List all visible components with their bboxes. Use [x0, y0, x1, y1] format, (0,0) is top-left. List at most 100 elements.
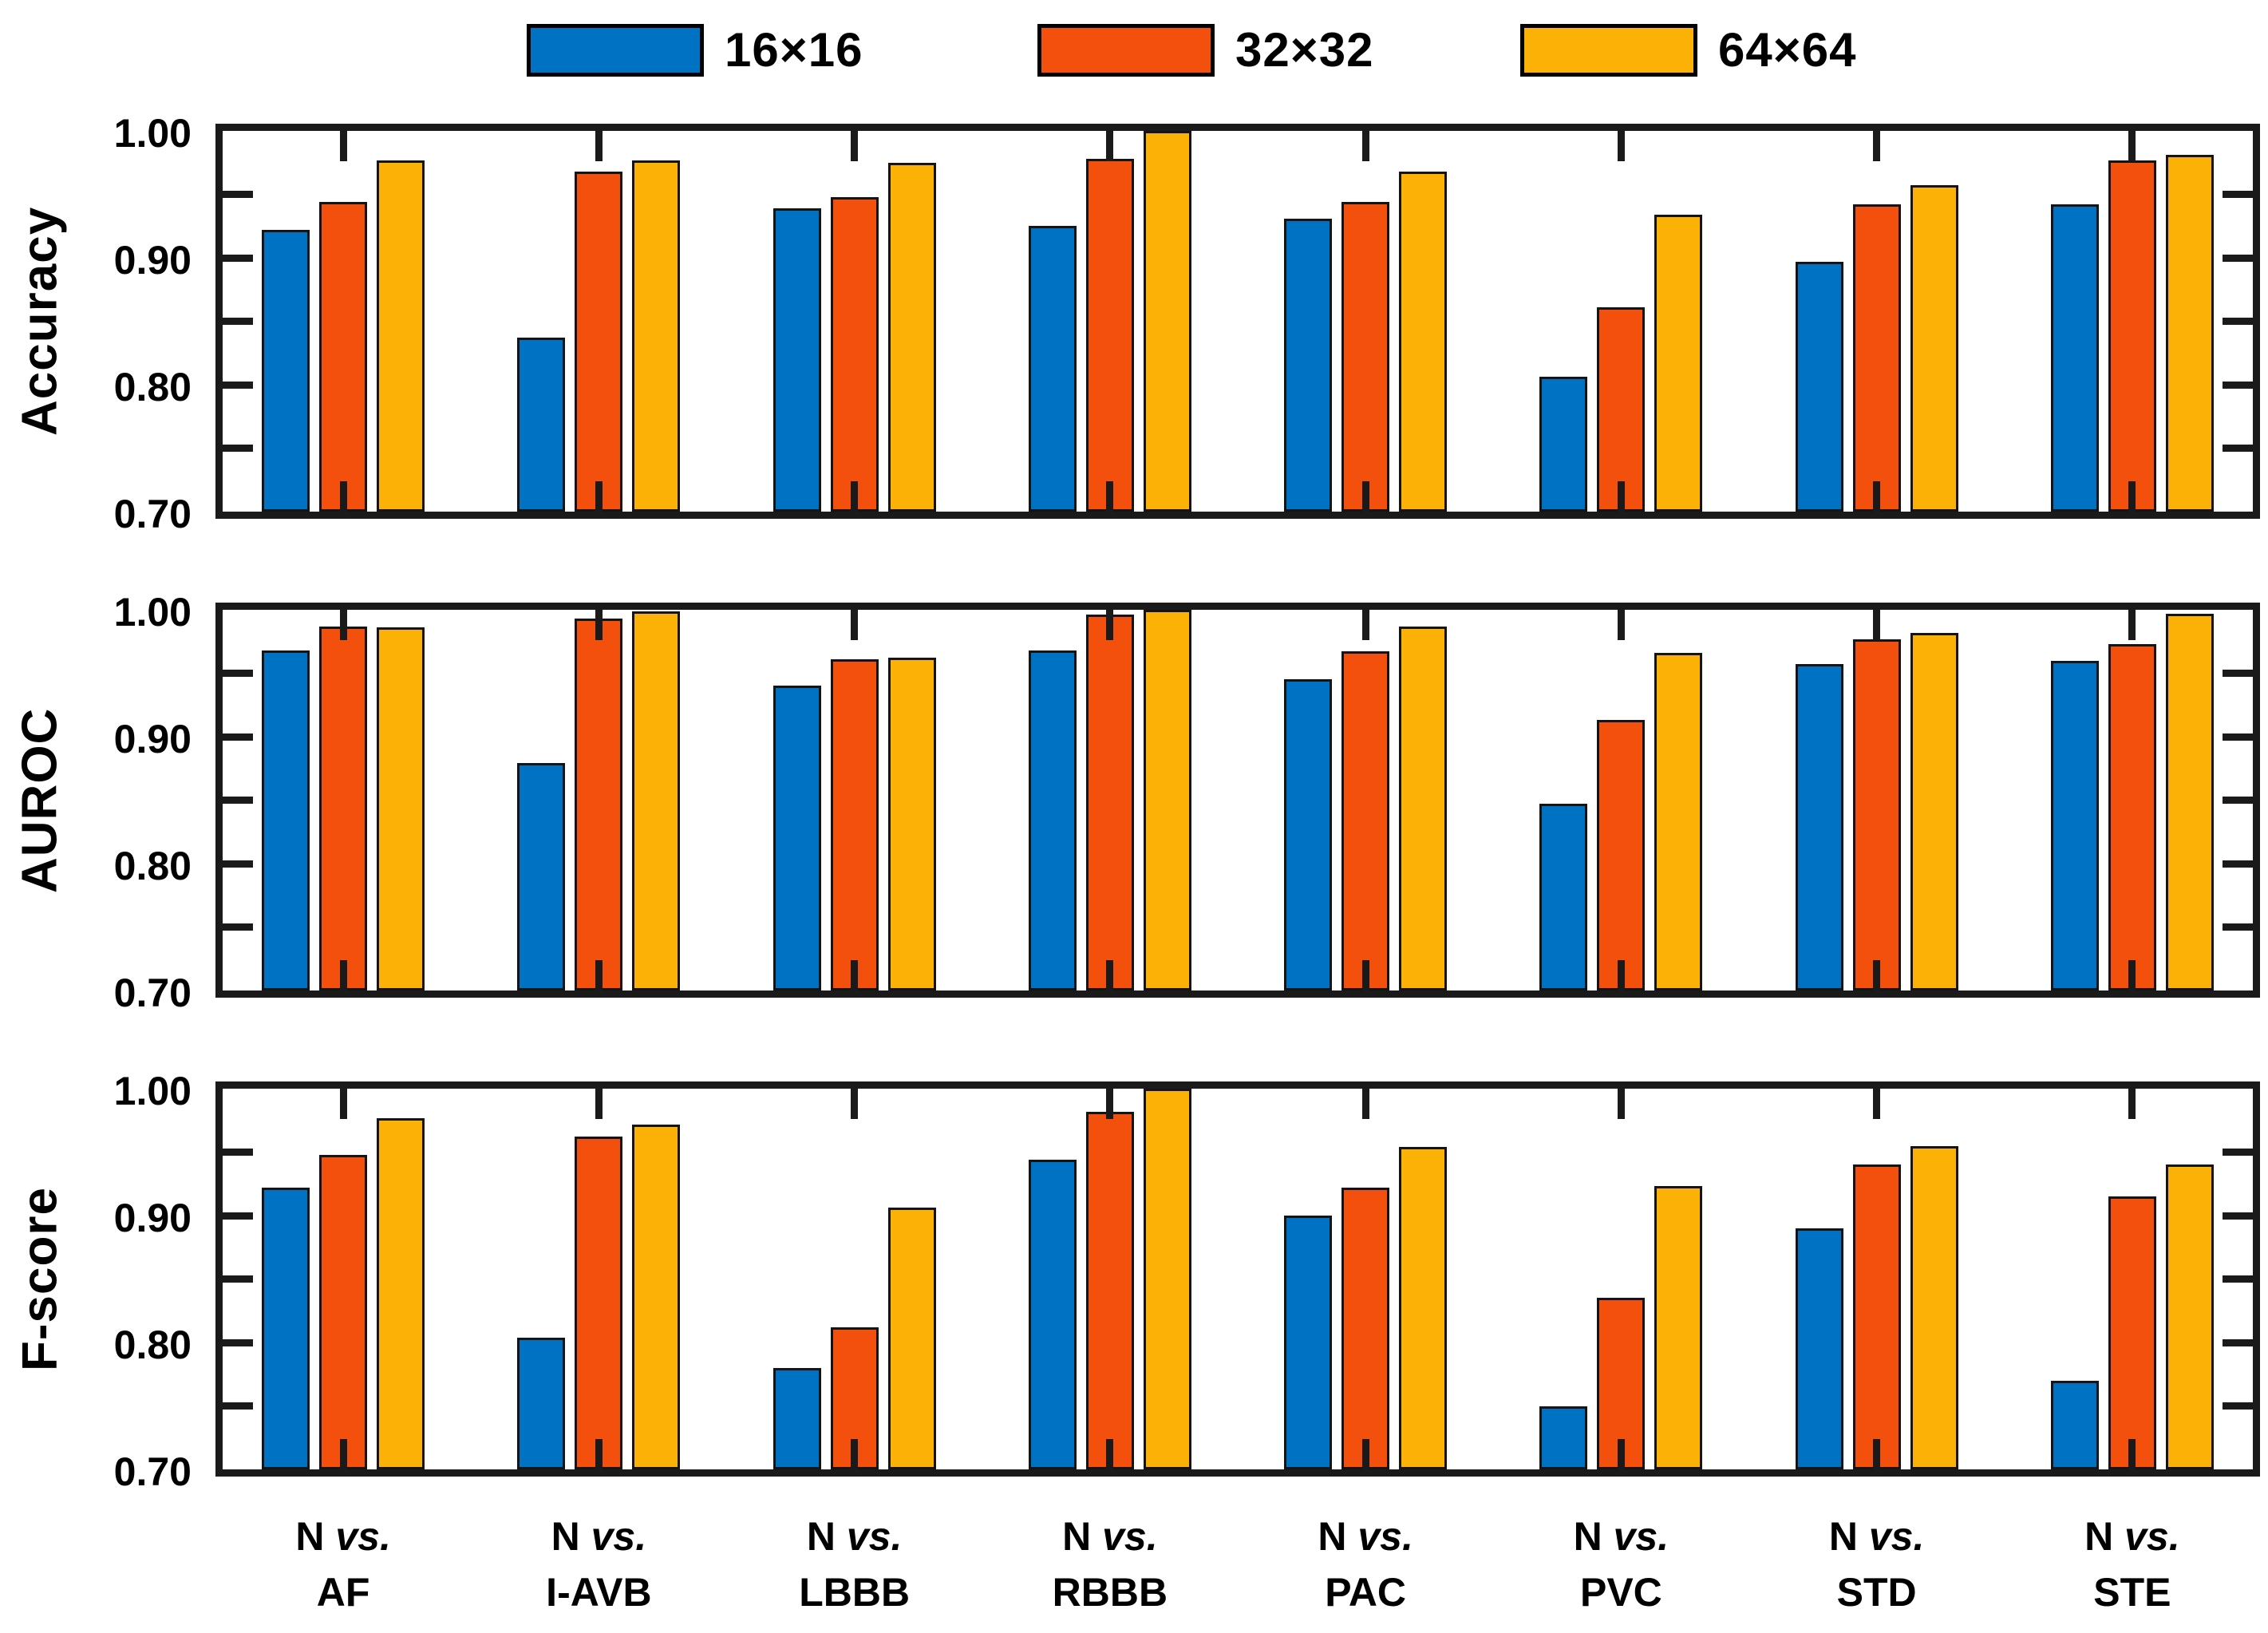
y-tick-left	[223, 1149, 253, 1156]
x-tick-top	[1106, 131, 1114, 161]
bar-f-score-N-vs--PVC-16×16	[1539, 1406, 1588, 1469]
bar-f-score-N-vs--STE-16×16	[2050, 1380, 2099, 1469]
bar-accuracy-N-vs--LBBB-16×16	[772, 208, 821, 512]
y-tick-label-0.90: 0.90	[113, 717, 192, 761]
x-tick-bottom	[1106, 481, 1114, 512]
plot-area-accuracy	[215, 124, 2260, 519]
x-category-label-STE: N vs. STE	[2084, 1514, 2180, 1615]
x-tick-bottom	[339, 960, 347, 990]
bar-auroc-N-vs--AF-32×32	[319, 626, 368, 990]
x-tick-bottom	[1873, 960, 1881, 990]
x-tick-top	[1873, 131, 1881, 161]
bar-f-score-N-vs--STD-64×64	[1910, 1145, 1958, 1469]
y-tick-label-0.90: 0.90	[113, 238, 192, 283]
bar-auroc-N-vs--STE-64×64	[2165, 613, 2214, 990]
y-tick-left	[223, 191, 253, 198]
y-tick-left	[223, 318, 253, 325]
legend-entry-16×16: 16×16	[527, 22, 863, 77]
plot-area-f-score	[215, 1081, 2260, 1477]
x-tick-top	[1361, 610, 1369, 640]
bar-f-score-N-vs--STD-32×32	[1852, 1164, 1901, 1469]
bar-f-score-N-vs--I-AVB-64×64	[632, 1124, 681, 1469]
bar-auroc-N-vs--STD-32×32	[1852, 639, 1901, 990]
x-tick-top	[851, 131, 859, 161]
x-tick-top	[2128, 1089, 2136, 1119]
y-tick-label-0.90: 0.90	[113, 1196, 192, 1240]
bar-accuracy-N-vs--STD-32×32	[1852, 204, 1901, 512]
y-axis-title-accuracy: Accuracy	[12, 206, 68, 437]
bar-auroc-N-vs--PAC-16×16	[1284, 679, 1333, 990]
y-tick-label-1.00: 1.00	[113, 1069, 192, 1113]
bar-accuracy-N-vs--STE-64×64	[2165, 155, 2214, 512]
y-tick-right	[2223, 733, 2253, 741]
legend-label: 32×32	[1235, 23, 1374, 77]
y-tick-right	[2223, 381, 2253, 389]
orange-rect-swatch	[1520, 23, 1697, 77]
panel-auroc: AUROC 0.70 0.80 0.90 1.00	[0, 590, 2268, 1015]
bar-f-score-N-vs--RBBB-32×32	[1085, 1111, 1134, 1469]
x-tick-bottom	[1617, 481, 1625, 512]
x-tick-top	[1873, 610, 1881, 640]
y-tick-left	[223, 1338, 253, 1346]
bar-auroc-N-vs--LBBB-64×64	[887, 658, 936, 990]
x-tick-bottom	[851, 481, 859, 512]
bar-f-score-N-vs--RBBB-64×64	[1143, 1089, 1191, 1469]
bar-auroc-N-vs--AF-16×16	[262, 650, 310, 990]
bar-f-score-N-vs--STD-16×16	[1795, 1228, 1843, 1469]
bar-accuracy-N-vs--I-AVB-64×64	[632, 160, 681, 512]
y-tick-right	[2223, 191, 2253, 198]
bar-f-score-N-vs--STE-64×64	[2165, 1164, 2214, 1469]
y-tick-label-1.00: 1.00	[113, 111, 192, 156]
y-tick-right	[2223, 1338, 2253, 1346]
bar-auroc-N-vs--PVC-16×16	[1539, 804, 1588, 990]
y-tick-left	[223, 381, 253, 389]
x-tick-top	[339, 131, 347, 161]
bar-f-score-N-vs--RBBB-16×16	[1028, 1160, 1077, 1469]
bar-accuracy-N-vs--STE-16×16	[2050, 204, 2099, 512]
bar-auroc-N-vs--RBBB-32×32	[1085, 615, 1134, 990]
x-tick-top	[595, 131, 603, 161]
y-tick-label-0.70: 0.70	[113, 492, 192, 536]
bar-accuracy-N-vs--PAC-64×64	[1399, 171, 1448, 512]
bar-auroc-N-vs--PVC-64×64	[1654, 653, 1703, 990]
bar-auroc-N-vs--I-AVB-64×64	[632, 611, 681, 990]
legend-entry-64×64: 64×64	[1520, 22, 1857, 77]
bar-auroc-N-vs--STD-64×64	[1910, 632, 1958, 990]
x-category-label-RBBB: N vs. RBBB	[1052, 1514, 1168, 1615]
y-tick-right	[2223, 318, 2253, 325]
y-tick-right	[2223, 797, 2253, 804]
bar-auroc-N-vs--I-AVB-32×32	[575, 619, 623, 990]
bar-accuracy-N-vs--LBBB-64×64	[887, 162, 936, 512]
bar-f-score-N-vs--STE-32×32	[2108, 1196, 2156, 1469]
x-tick-bottom	[851, 1439, 859, 1469]
y-tick-label-0.80: 0.80	[113, 844, 192, 888]
x-category-label-I-AVB: N vs. I-AVB	[546, 1514, 652, 1615]
bar-accuracy-N-vs--PAC-16×16	[1284, 218, 1333, 512]
bar-f-score-N-vs--AF-16×16	[262, 1188, 310, 1469]
y-tick-right	[2223, 254, 2253, 262]
x-tick-top	[1361, 1089, 1369, 1119]
bar-accuracy-N-vs--PVC-64×64	[1654, 214, 1703, 512]
bar-auroc-N-vs--RBBB-16×16	[1028, 650, 1077, 990]
x-tick-bottom	[1361, 481, 1369, 512]
x-tick-bottom	[2128, 481, 2136, 512]
panel-accuracy: Accuracy 0.70 0.80 0.90 1.00	[0, 111, 2268, 536]
x-tick-top	[339, 610, 347, 640]
blue-rect-swatch	[527, 23, 704, 77]
bar-auroc-N-vs--LBBB-16×16	[772, 686, 821, 990]
bar-auroc-N-vs--PAC-32×32	[1341, 651, 1390, 990]
bar-f-score-N-vs--LBBB-16×16	[772, 1367, 821, 1469]
bar-f-score-N-vs--LBBB-64×64	[887, 1208, 936, 1469]
y-tick-right	[2223, 1275, 2253, 1283]
bar-auroc-N-vs--STE-16×16	[2050, 660, 2099, 990]
x-category-label-AF: N vs. AF	[295, 1514, 391, 1615]
y-tick-right	[2223, 1149, 2253, 1156]
x-tick-top	[595, 610, 603, 640]
bar-accuracy-N-vs--STD-16×16	[1795, 261, 1843, 512]
bar-f-score-N-vs--I-AVB-32×32	[575, 1137, 623, 1469]
x-tick-top	[1873, 1089, 1881, 1119]
y-tick-right	[2223, 445, 2253, 452]
y-tick-label-0.70: 0.70	[113, 1449, 192, 1494]
x-tick-bottom	[595, 1439, 603, 1469]
y-tick-left	[223, 1402, 253, 1410]
